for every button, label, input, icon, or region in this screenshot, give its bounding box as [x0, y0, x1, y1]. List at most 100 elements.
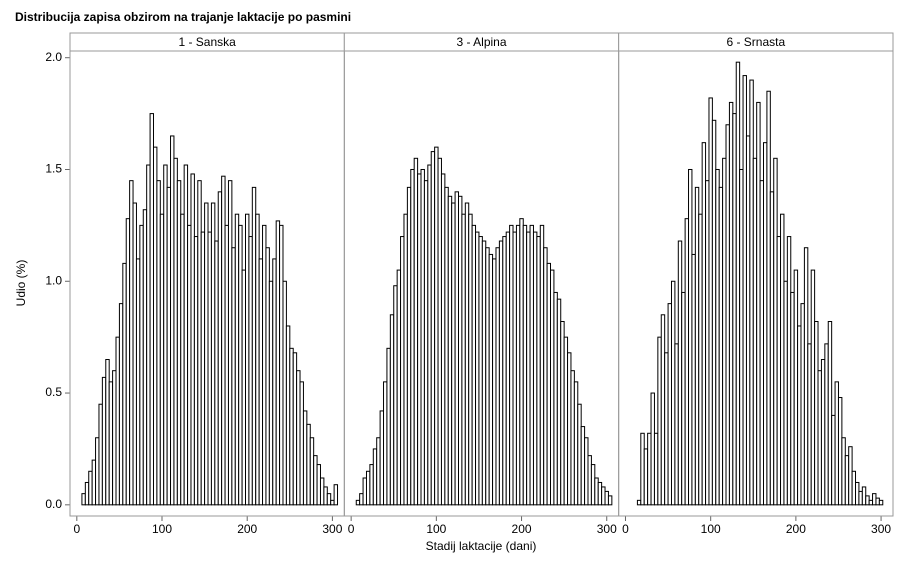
bar [88, 470, 93, 506]
bar [268, 280, 274, 506]
bar [91, 459, 97, 506]
bar [759, 180, 765, 506]
bar [653, 432, 659, 506]
bar [546, 262, 552, 506]
bar [255, 213, 260, 506]
x-tick-label: 100 [426, 522, 446, 536]
bar [543, 247, 548, 506]
bar [636, 499, 642, 506]
bar [437, 157, 442, 506]
bar [245, 213, 250, 506]
panel-frame [618, 50, 894, 517]
bar [333, 484, 339, 506]
bar [112, 370, 117, 506]
bar [505, 231, 511, 506]
bar [694, 186, 700, 506]
bar [715, 168, 720, 506]
bar [122, 262, 127, 506]
bar [820, 359, 826, 506]
chart-title: Distribucija zapisa obzirom na trajanje … [15, 10, 351, 24]
bar [149, 113, 154, 506]
bar [872, 493, 877, 506]
bar [478, 236, 483, 506]
bar [221, 175, 226, 506]
x-tick-label: 300 [322, 522, 342, 536]
bar [309, 437, 315, 506]
bar [814, 321, 819, 506]
bar [289, 347, 294, 506]
bar [406, 186, 412, 506]
bar [567, 352, 572, 506]
bar [417, 173, 422, 506]
bar [248, 236, 253, 506]
bar [176, 180, 182, 506]
bar [783, 280, 788, 506]
bar [84, 481, 90, 506]
panel-title: 3 - Alpina [456, 35, 506, 49]
bar [550, 269, 555, 506]
bar [299, 381, 304, 506]
bar [400, 236, 405, 506]
y-tick-label: 0.5 [45, 385, 62, 399]
bar [647, 432, 652, 506]
bar [326, 493, 332, 506]
bar [834, 381, 839, 506]
bar [200, 231, 206, 506]
y-tick-label: 1.0 [45, 273, 62, 287]
bar [105, 359, 110, 506]
bar [735, 61, 741, 506]
bar [461, 213, 466, 506]
bar [275, 220, 281, 506]
bar [207, 231, 212, 506]
bar [705, 180, 710, 506]
bar [118, 303, 124, 506]
bar [376, 437, 381, 506]
bar [488, 253, 494, 506]
bar [170, 135, 175, 506]
bar [330, 499, 335, 506]
bar [423, 180, 429, 506]
x-tick-label: 200 [512, 522, 532, 536]
bar [590, 464, 596, 506]
bar [292, 352, 298, 506]
bar [650, 392, 655, 506]
bar [302, 410, 308, 506]
x-tick-label: 0 [73, 522, 80, 536]
bar [383, 381, 388, 506]
bar [115, 336, 120, 506]
bar [790, 291, 795, 506]
bar [224, 224, 229, 506]
y-axis-label: Udio (%) [14, 260, 28, 307]
x-tick-label: 200 [237, 522, 257, 536]
bar [125, 218, 131, 506]
bar [797, 325, 802, 506]
bar [745, 135, 751, 506]
bar [234, 213, 240, 506]
bar [681, 291, 686, 506]
bar [369, 464, 374, 506]
bar [868, 499, 874, 506]
bar [780, 213, 785, 506]
bar [667, 303, 672, 506]
bar [803, 247, 809, 506]
x-tick-label: 300 [597, 522, 617, 536]
bar [766, 90, 771, 506]
bar [684, 218, 690, 506]
bar [251, 186, 257, 506]
bar [485, 247, 490, 506]
bar [725, 124, 730, 506]
bar [553, 291, 558, 506]
bar [279, 224, 284, 506]
bar [773, 157, 778, 506]
bar [841, 437, 846, 506]
bar [529, 224, 534, 506]
bar [660, 314, 666, 506]
bar [210, 202, 216, 506]
bar [323, 486, 328, 506]
bar [81, 493, 86, 506]
bar [173, 157, 178, 506]
y-tick-label: 0.0 [45, 497, 62, 511]
bar [580, 426, 586, 506]
bar [231, 247, 236, 506]
